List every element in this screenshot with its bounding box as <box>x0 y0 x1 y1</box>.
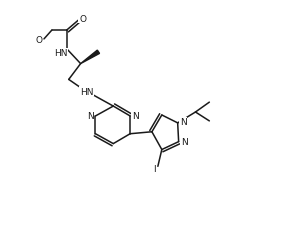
Text: N: N <box>132 112 139 121</box>
Text: I: I <box>154 164 156 173</box>
Text: N: N <box>181 137 187 146</box>
Text: N: N <box>87 112 94 121</box>
Text: HN: HN <box>80 87 93 96</box>
Text: HN: HN <box>54 49 67 58</box>
Text: N: N <box>180 118 186 127</box>
Text: O: O <box>35 36 43 45</box>
Text: O: O <box>79 15 86 24</box>
Polygon shape <box>81 51 100 64</box>
